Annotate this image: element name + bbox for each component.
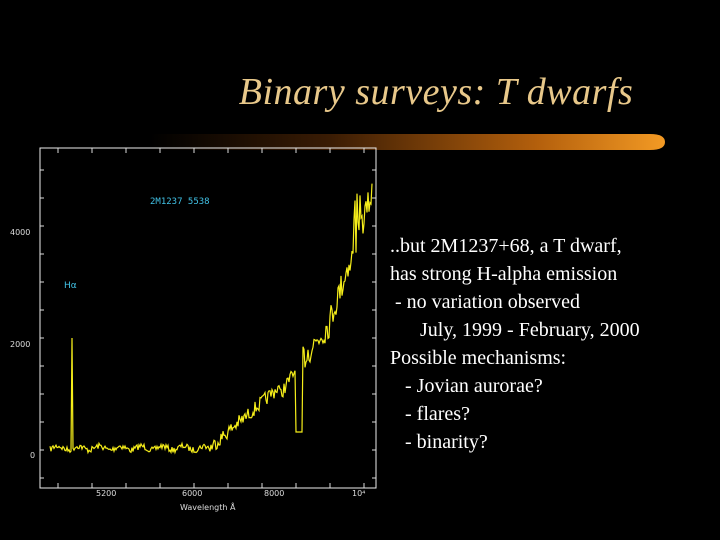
bullet-line: - flares? <box>390 403 470 425</box>
x-tick-10e4: 10⁴ <box>352 489 365 498</box>
y-tick-4000: 4000 <box>10 228 30 237</box>
bullet-list: ..but 2M1237+68, a T dwarf, has strong H… <box>390 232 640 456</box>
x-tick-6000: 6000 <box>182 489 202 498</box>
bullet-line: - Jovian aurorae? <box>390 375 543 397</box>
x-axis-title: Wavelength Å <box>180 501 236 512</box>
object-label: 2M1237 5538 <box>150 197 210 207</box>
plot-frame <box>39 147 377 489</box>
slide-title: Binary surveys: T dwarfs <box>238 71 634 113</box>
bullet-line: Possible mechanisms: <box>390 347 567 369</box>
bullet-line: - binarity? <box>390 431 488 453</box>
bullet-line: July, 1999 - February, 2000 <box>390 319 640 341</box>
spectrum-trace <box>49 183 373 455</box>
y-tick-2000: 2000 <box>10 340 30 349</box>
y-tick-0: 0 <box>30 451 35 460</box>
bullet-line: has strong H-alpha emission <box>390 263 618 285</box>
x-tick-8000: 8000 <box>264 489 284 498</box>
bullet-line: - no variation observed <box>390 291 580 313</box>
x-tick-5200: 5200 <box>96 489 116 498</box>
spectrum-plot: 2M1237 5538 Hα 4000 2000 0 5200 6000 800… <box>0 140 384 512</box>
bullet-line: ..but 2M1237+68, a T dwarf, <box>390 235 622 257</box>
title-underline-bar <box>150 134 665 150</box>
h-alpha-label: Hα <box>64 281 77 291</box>
